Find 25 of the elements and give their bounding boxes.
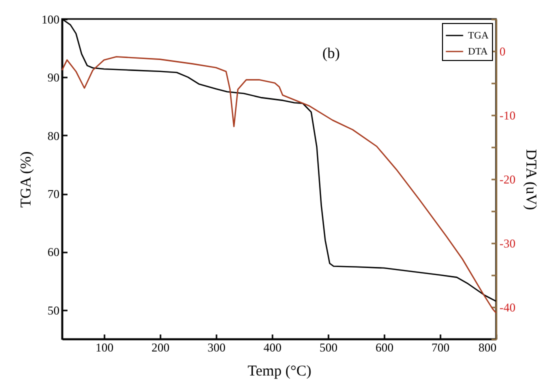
- x-tick-label: 500: [320, 340, 338, 354]
- y2-tick-label: -40: [500, 300, 516, 314]
- x-tick-label: 100: [96, 340, 114, 354]
- y2-axis-title: DTA (uV): [522, 149, 538, 210]
- x-tick-label: 600: [376, 340, 394, 354]
- x-tick-label: 400: [264, 340, 282, 354]
- x-axis-title: Temp (°C): [248, 364, 312, 380]
- y2-tick-label: -10: [500, 108, 516, 122]
- y2-tick-label: -30: [500, 236, 516, 250]
- y-tick-label: 60: [48, 245, 60, 260]
- y-tick-label: 70: [48, 187, 60, 202]
- y-axis-title: TGA (%): [18, 151, 34, 208]
- x-tick-label: 200: [152, 340, 170, 354]
- y2-tick-label: -20: [500, 172, 516, 186]
- y-tick-label: 100: [42, 12, 60, 26]
- x-tick-label: 800: [478, 340, 496, 354]
- annotation: (b): [322, 46, 340, 62]
- y-tick-label: 90: [48, 70, 60, 85]
- legend-label: DTA: [468, 46, 489, 58]
- y-tick-label: 50: [48, 303, 60, 318]
- x-tick-label: 700: [432, 340, 450, 354]
- y-tick-label: 80: [48, 128, 60, 143]
- x-tick-label: 300: [208, 340, 226, 354]
- legend-label: TGA: [468, 30, 490, 42]
- y2-tick-label: 0: [500, 44, 506, 58]
